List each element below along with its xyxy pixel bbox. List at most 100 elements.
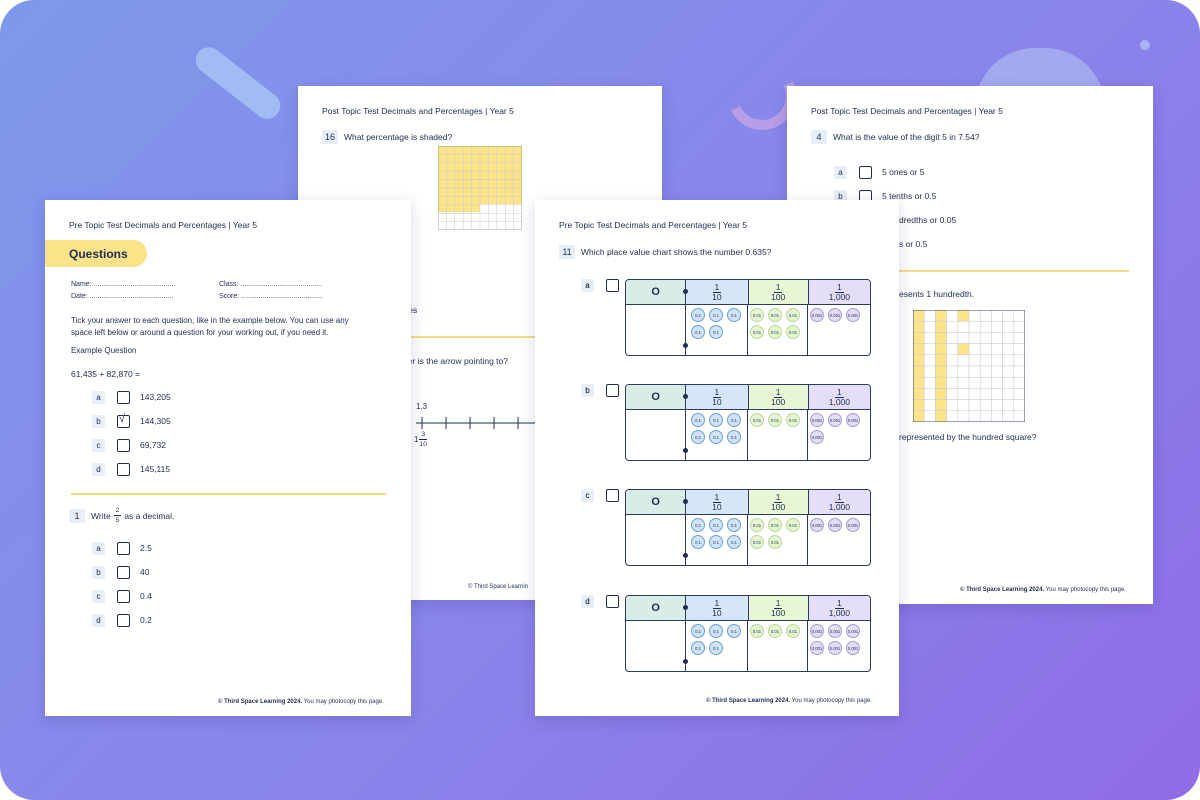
number-line-label-top: 1.3 bbox=[416, 402, 428, 411]
example-label: Example Question bbox=[71, 346, 137, 355]
answer-checkbox[interactable] bbox=[117, 438, 130, 452]
option-letter: b bbox=[581, 384, 594, 397]
hundredth-counter: 0.01 bbox=[750, 518, 764, 532]
grid-cell bbox=[957, 410, 970, 422]
answer-checkbox[interactable] bbox=[117, 462, 130, 476]
name-field[interactable]: Name: ..................................… bbox=[71, 281, 176, 288]
answer-checkbox[interactable] bbox=[117, 541, 130, 555]
ones-cell bbox=[626, 305, 686, 355]
score-field[interactable]: Score: .................................… bbox=[219, 293, 323, 300]
grid-cell bbox=[968, 332, 981, 344]
grid-cell bbox=[979, 354, 992, 367]
place-value-chart: O 1 10 1 100 1 1,000 0.1 0.1 0.1 0.1 0.1 0.1 0.01 0.01… bbox=[625, 384, 871, 461]
answer-option-a[interactable]: a 2.5 bbox=[92, 540, 152, 556]
chart-header-row: O 1 10 1 100 1 1,000 bbox=[626, 596, 870, 621]
thousandth-counter: 0.001 bbox=[810, 624, 824, 638]
grid-cell bbox=[968, 399, 981, 412]
answer-option-d[interactable]: d 0.2 bbox=[92, 612, 152, 628]
answer-checkbox[interactable] bbox=[117, 390, 130, 404]
question-4: 4 What is the value of the digit 5 in 7.5… bbox=[811, 130, 979, 144]
hundredths-header: 1 100 bbox=[748, 490, 809, 514]
section-title: Questions bbox=[69, 247, 128, 261]
grid-cell bbox=[991, 410, 1003, 422]
class-field[interactable]: Class: .................................… bbox=[219, 281, 323, 288]
option-letter: a bbox=[834, 165, 847, 179]
example-option-b[interactable]: b √ 144,305 bbox=[92, 413, 171, 429]
tenth-counter: 0.1 bbox=[709, 430, 723, 444]
thousandths-header: 1 1,000 bbox=[808, 280, 870, 304]
grid-cell bbox=[991, 354, 1003, 367]
hundredths-header: 1 100 bbox=[748, 385, 809, 409]
grid-cell bbox=[946, 365, 959, 378]
tenth-counter: 0.1 bbox=[691, 518, 705, 532]
tenth-counter: 0.1 bbox=[727, 624, 741, 638]
tenths-cell: 0.1 0.1 0.1 0.1 0.1 bbox=[686, 305, 748, 355]
grid-cell bbox=[923, 365, 936, 378]
option-text: s or 0.5 bbox=[899, 239, 928, 249]
chart-header-row: O 1 10 1 100 1 1,000 bbox=[626, 385, 870, 410]
grid-cell bbox=[923, 388, 936, 400]
option-letter: c bbox=[92, 438, 105, 452]
tenths-cell: 0.1 0.1 0.1 0.1 0.1 0.1 bbox=[686, 410, 748, 460]
answer-checkbox-ticked[interactable]: √ bbox=[117, 413, 130, 428]
grid-cell bbox=[1002, 343, 1015, 356]
decorative-pill-shape bbox=[190, 41, 286, 125]
option-letter: d bbox=[92, 462, 105, 476]
grid-cell bbox=[979, 376, 992, 389]
option-text: 0.2 bbox=[140, 615, 152, 625]
answer-option-a[interactable]: a 5 ones or 5 bbox=[834, 164, 925, 180]
answer-option-c[interactable]: c 0.4 bbox=[92, 588, 152, 604]
chart-option-3[interactable]: d bbox=[581, 595, 629, 608]
option-letter: b bbox=[834, 189, 847, 203]
question-text: Which place value chart shows the number… bbox=[581, 247, 772, 257]
chart-body-row: 0.1 0.1 0.1 0.1 0.1 0.01 0.01 0.01 0.01 0.01 0.01 0… bbox=[626, 305, 870, 355]
worksheet-header: Post Topic Test Decimals and Percentages… bbox=[322, 106, 514, 116]
grid-cell bbox=[991, 399, 1003, 412]
grid-cell bbox=[923, 376, 936, 389]
answer-checkbox[interactable] bbox=[606, 384, 619, 397]
hundredth-counter: 0.01 bbox=[768, 624, 782, 638]
hundredth-counter: 0.01 bbox=[786, 518, 800, 532]
answer-option-b[interactable]: b 40 bbox=[92, 564, 149, 580]
answer-checkbox[interactable] bbox=[117, 589, 130, 603]
example-option-d[interactable]: d 145,115 bbox=[92, 461, 170, 477]
example-option-a[interactable]: a 143,205 bbox=[92, 389, 171, 405]
grid-cell bbox=[923, 399, 936, 412]
grid-cell bbox=[946, 332, 959, 344]
grid-cell bbox=[913, 354, 925, 367]
tenth-counter: 0.1 bbox=[709, 325, 723, 339]
option-letter: c bbox=[92, 589, 105, 603]
grid-cell bbox=[1013, 332, 1025, 344]
chart-option-2[interactable]: c bbox=[581, 489, 629, 502]
ones-header: O bbox=[626, 596, 687, 620]
place-value-chart: O 1 10 1 100 1 1,000 0.1 0.1 0.1 0.1 0.1 0.01 0.01 0.0… bbox=[625, 279, 871, 356]
question-number: 1 bbox=[69, 508, 85, 523]
date-field[interactable]: Date: ..................................… bbox=[71, 293, 174, 300]
thousandth-counter: 0.001 bbox=[828, 308, 842, 322]
grid-cell bbox=[957, 399, 970, 412]
hundredth-counter: 0.01 bbox=[768, 535, 782, 549]
answer-checkbox[interactable] bbox=[606, 489, 619, 502]
chart-option-1[interactable]: b bbox=[581, 384, 629, 397]
worksheet-pre-mid: Pre Topic Test Decimals and Percentages … bbox=[535, 200, 899, 716]
thousandth-counter: 0.001 bbox=[846, 624, 860, 638]
tenth-counter: 0.1 bbox=[727, 430, 741, 444]
decimal-point-dot bbox=[683, 394, 688, 399]
chart-option-0[interactable]: a bbox=[581, 279, 629, 292]
example-option-c[interactable]: c 69,732 bbox=[92, 437, 166, 453]
footer: © Third Space Learning 2024. You may pho… bbox=[706, 698, 872, 704]
answer-checkbox[interactable] bbox=[117, 613, 130, 627]
grid-cell bbox=[946, 410, 959, 422]
answer-checkbox[interactable] bbox=[606, 595, 619, 608]
option-text: 2.5 bbox=[140, 543, 152, 553]
grid-cell bbox=[1013, 310, 1025, 322]
grid-cell bbox=[1013, 410, 1025, 422]
answer-checkbox[interactable] bbox=[606, 279, 619, 292]
grid-cell bbox=[913, 376, 925, 389]
answer-checkbox[interactable] bbox=[859, 165, 872, 179]
divider bbox=[899, 270, 1129, 272]
grid-cell bbox=[968, 310, 981, 322]
answer-checkbox[interactable] bbox=[117, 565, 130, 579]
grid-cell bbox=[935, 388, 947, 400]
grid-cell bbox=[913, 343, 925, 356]
